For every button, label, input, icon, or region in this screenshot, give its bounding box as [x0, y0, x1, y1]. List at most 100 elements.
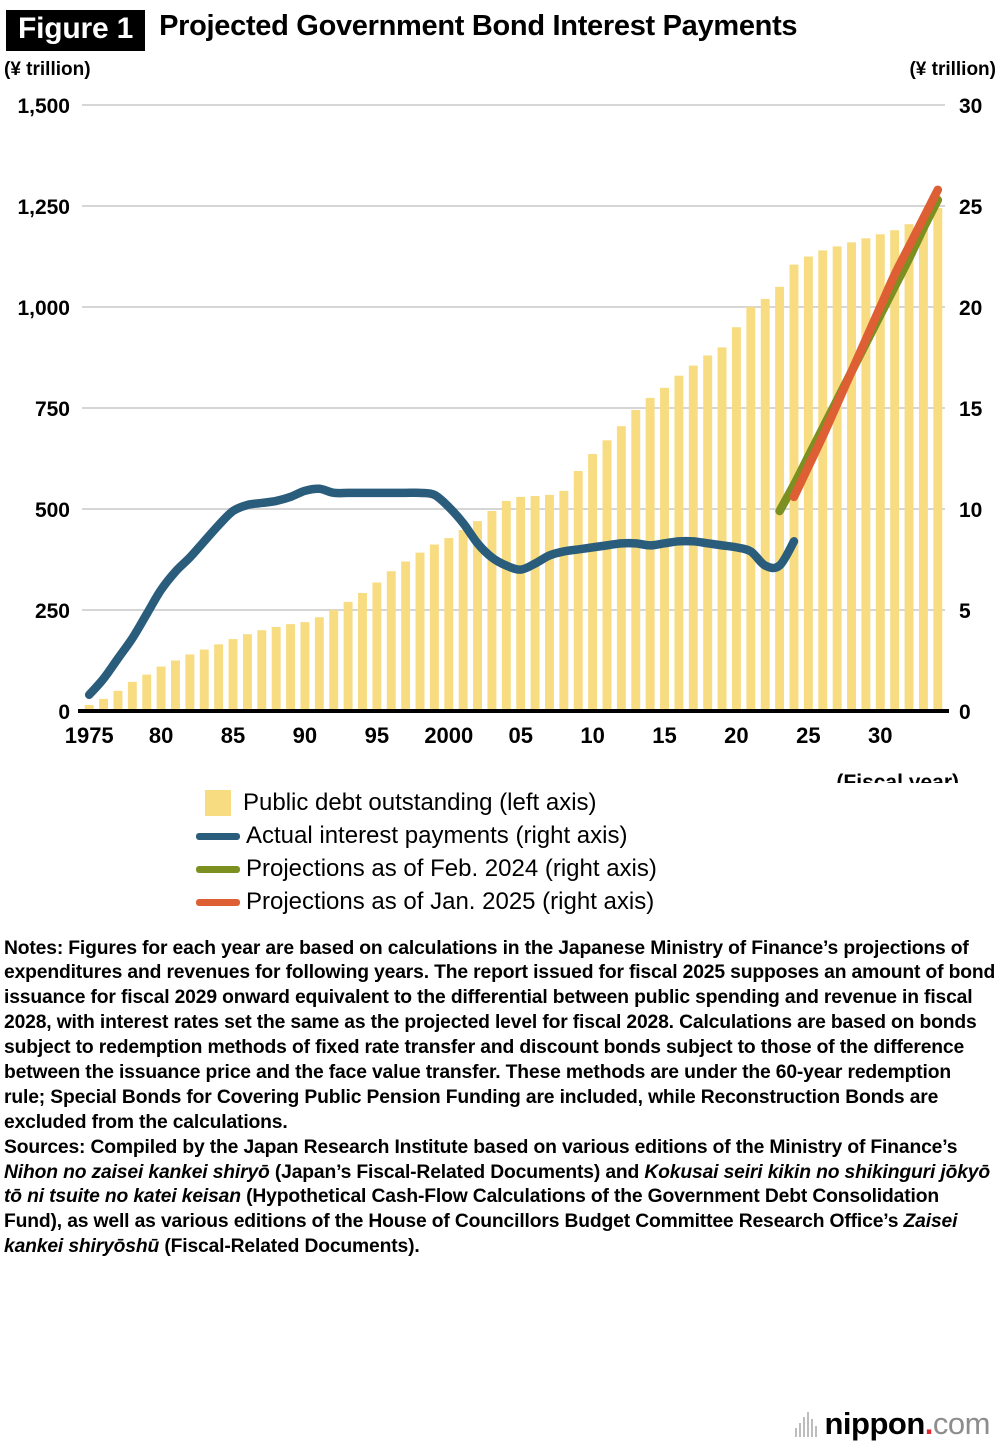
bar [444, 537, 454, 711]
bar [473, 520, 482, 711]
left-axis-tick-label: 1,250 [17, 196, 70, 219]
x-axis-tick-label: 90 [293, 723, 317, 748]
legend-swatch-line [196, 832, 240, 840]
bar [516, 496, 526, 711]
left-axis-tick-label: 1,500 [17, 95, 70, 118]
chart-legend: Public debt outstanding (left axis) Actua… [0, 787, 1000, 919]
legend-item: Projections as of Feb. 2024 (right axis) [196, 853, 1000, 886]
bar [847, 241, 856, 711]
bar [559, 490, 569, 711]
chart-area: 0 250 500 750 1,000 1,250 1,500 0 5 10 15 20 25 30 197… [0, 83, 1000, 783]
bar [401, 561, 411, 711]
bar [142, 674, 152, 711]
left-axis-tick-label: 0 [58, 701, 70, 724]
bar [185, 653, 195, 711]
bar [300, 621, 310, 711]
bar [156, 666, 166, 711]
x-axis-tick-label: 20 [724, 723, 748, 748]
legend-item: Public debt outstanding (left axis) [205, 787, 1000, 820]
x-axis-tick-label: 15 [652, 723, 676, 748]
notes-section: Notes: Figures for each year are based o… [4, 937, 996, 1261]
line-series [84, 483, 799, 699]
bar [631, 409, 641, 711]
right-axis-tick-label: 5 [959, 600, 971, 623]
logo-tld: com [932, 1406, 991, 1441]
bar [875, 233, 885, 711]
bar [84, 704, 94, 711]
legend-label: Actual interest payments (right axis) [246, 822, 628, 849]
bar [832, 245, 842, 711]
bar [314, 616, 324, 711]
x-axis-tick-label: 05 [508, 723, 532, 748]
right-axis-ticks: 0 5 10 15 20 25 30 [959, 95, 983, 724]
right-axis-tick-label: 25 [959, 196, 983, 219]
bar [199, 649, 209, 711]
bond-interest-chart: 02505007501,0001,2501,500051015202530197… [17, 95, 983, 783]
notes-text: Notes: Figures for each year are based o… [4, 937, 996, 1133]
logo-dot: . [924, 1406, 934, 1441]
sources-italic-3: Zaisei kankei shiryōshū [4, 1211, 958, 1258]
legend-swatch-line [196, 898, 240, 906]
legend-swatch-box [205, 790, 231, 816]
bar [358, 592, 367, 711]
bar [861, 237, 871, 711]
left-axis-tick-label: 1,000 [17, 297, 70, 320]
bar [429, 544, 439, 711]
axis-unit-row: (¥ trillion) (¥ trillion) [0, 59, 1000, 83]
legend-label: Public debt outstanding (left axis) [243, 789, 597, 816]
bar [573, 470, 583, 711]
logo-name: nippon [824, 1406, 926, 1441]
bar-series [84, 207, 943, 711]
right-axis-tick-label: 10 [959, 499, 982, 522]
bar [329, 609, 339, 711]
legend-swatch-line [196, 865, 240, 873]
bar [746, 306, 756, 711]
bar [228, 638, 238, 711]
left-axis-unit-label: (¥ trillion) [4, 58, 91, 80]
bar [933, 207, 943, 711]
bar [760, 298, 770, 711]
sources-italic-1: Nihon no zaisei kankei shiryō [4, 1161, 270, 1183]
bar [127, 681, 137, 711]
legend-label: Projections as of Jan. 2025 (right axis) [246, 888, 655, 915]
bar [616, 425, 626, 711]
bar [271, 626, 281, 711]
bar [775, 286, 785, 711]
fiscal-year-label: (Fiscal year) [836, 771, 959, 783]
bar [904, 223, 914, 711]
bar [588, 453, 598, 711]
logo-text: nippon.com [825, 1406, 991, 1442]
bar [703, 354, 713, 711]
x-axis-tick-label: 80 [149, 723, 173, 748]
bar [257, 629, 267, 711]
bar [731, 326, 741, 711]
bar [803, 256, 813, 711]
x-axis-tick-label: 95 [365, 723, 389, 748]
line-series [789, 185, 943, 501]
sources-mid-1: (Japan’s Fiscal-Related Documents) and [269, 1161, 645, 1183]
page-title: Projected Government Bond Interest Payme… [159, 10, 798, 42]
bar [214, 643, 224, 711]
bar [113, 690, 123, 711]
bar [530, 495, 540, 711]
line-series-group [84, 185, 943, 699]
bar [717, 346, 727, 711]
bar [286, 623, 296, 711]
left-axis-tick-label: 500 [35, 499, 70, 522]
figure-header: Figure 1 Projected Government Bond Inter… [0, 0, 1000, 51]
logo-bars-icon [794, 1411, 819, 1437]
bar [645, 397, 655, 711]
bar [890, 229, 900, 711]
bar [99, 698, 109, 711]
bar [171, 660, 180, 711]
left-axis-tick-label: 250 [35, 600, 70, 623]
sources-italic-2: Kokusai seiri kikin no shikinguri jōkyō … [4, 1161, 990, 1208]
legend-item: Actual interest payments (right axis) [196, 820, 1000, 853]
x-axis-tick-label: 30 [868, 723, 892, 748]
bar [487, 510, 497, 711]
nippon-com-logo: nippon.com [794, 1406, 991, 1442]
sources-mid-2: (Hypothetical Cash-Flow Calculations of … [4, 1186, 939, 1233]
bar [918, 217, 928, 711]
right-axis-unit-label: (¥ trillion) [909, 58, 996, 80]
right-axis-tick-label: 20 [959, 297, 982, 320]
